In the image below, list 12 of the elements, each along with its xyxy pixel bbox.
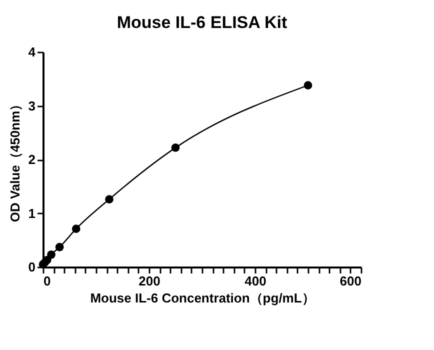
y-tick-label: 0 [28, 260, 36, 274]
x-tick-label: 400 [244, 274, 266, 288]
x-tick-label: 200 [138, 274, 160, 288]
x-tick-label: 600 [340, 274, 362, 288]
x-tick-label: 0 [44, 274, 51, 288]
y-tick-label: 3 [28, 98, 36, 114]
chart-title: Mouse IL-6 ELISA Kit [116, 13, 288, 32]
y-tick-label: 4 [28, 44, 36, 60]
y-tick-label: 2 [28, 152, 36, 167]
y-axis-title: OD Value（450nm） [7, 98, 22, 222]
x-axis-title: Mouse IL-6 Concentration（pg/mL） [90, 290, 315, 306]
y-tick-label: 1 [28, 206, 36, 221]
